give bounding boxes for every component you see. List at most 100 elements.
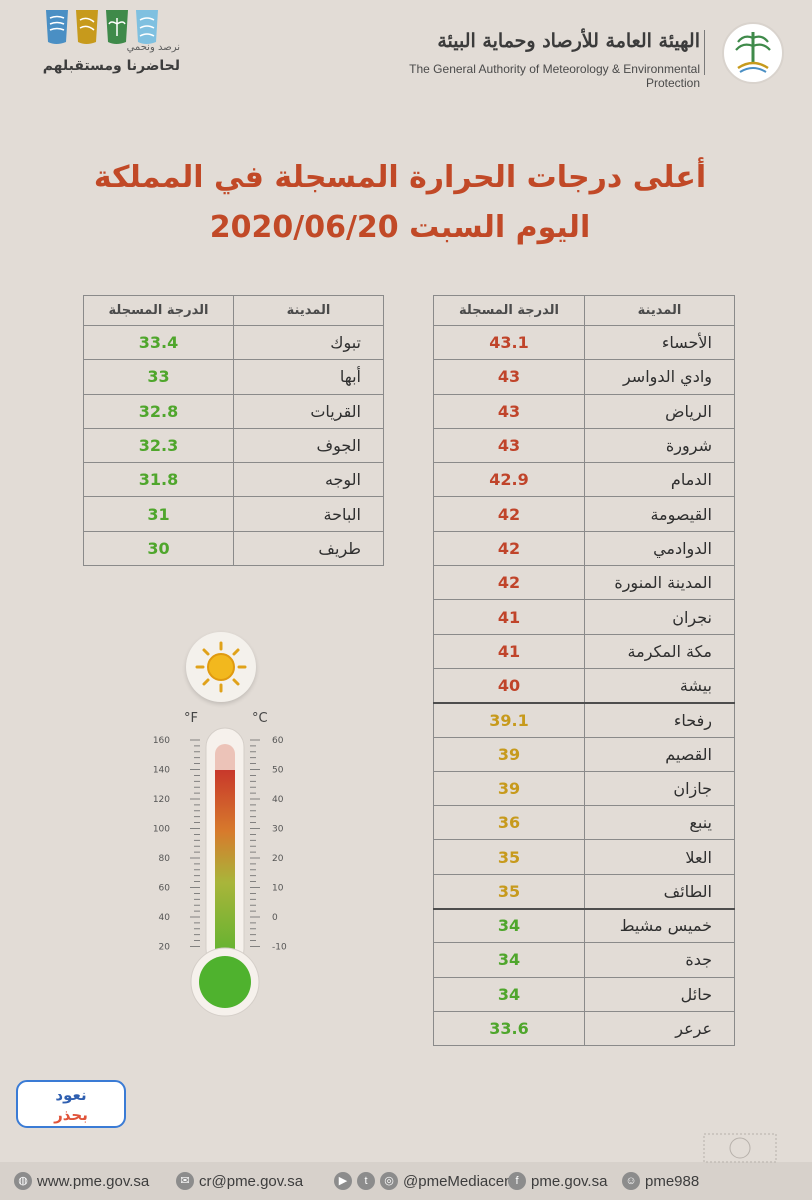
- fahrenheit-tick-label: 120: [153, 795, 170, 805]
- city-name: المدينة المنورة: [584, 565, 735, 601]
- temperature-value: 31.8: [83, 462, 234, 498]
- city-name: شرورة: [584, 427, 735, 464]
- slogan-main: لحاضرنا ومستقبلهم: [42, 58, 180, 74]
- table-row: 39.1 رفحاء: [433, 701, 735, 738]
- table-row: 42 القيصومة: [433, 496, 735, 532]
- table-row: 43 الرياض: [433, 393, 735, 429]
- fahrenheit-tick-label: 20: [159, 943, 171, 953]
- column-header-temp: الدرجة المسجلة: [433, 295, 585, 326]
- sun-icon: [195, 641, 247, 693]
- globe-icon: ◍: [14, 1172, 32, 1190]
- city-name: بيشة: [584, 667, 735, 704]
- city-name: خميس مشيط: [584, 907, 735, 944]
- column-header-city: المدينة: [233, 295, 384, 326]
- celsius-tick-label: 30: [272, 825, 284, 835]
- temperature-value: 39.1: [433, 701, 585, 738]
- table-row: 32.8 القريات: [83, 393, 384, 429]
- celsius-tick-label: 20: [272, 854, 284, 864]
- city-name: الأحساء: [584, 324, 735, 361]
- city-name: أبها: [233, 359, 384, 395]
- temperature-value: 33.4: [83, 324, 234, 361]
- city-name: جازان: [584, 770, 735, 807]
- temperature-value: 42: [433, 530, 585, 567]
- header-divider: [704, 30, 705, 75]
- table-row: 33.6 عرعر: [433, 1010, 735, 1047]
- celsius-tick-label: 40: [272, 795, 284, 805]
- column-header-temp: الدرجة المسجلة: [83, 295, 234, 326]
- temperature-value: 42: [433, 496, 585, 532]
- temperature-table-secondary: الدرجة المسجلة المدينة 33.4 تبوك 33 أبها 32.…: [83, 295, 384, 567]
- temperature-value: 40: [433, 667, 585, 704]
- table-row: 43 وادي الدواسر: [433, 359, 735, 395]
- table-row: 39 القصيم: [433, 736, 735, 772]
- footer-website-text: www.pme.gov.sa: [37, 1172, 150, 1190]
- fahrenheit-tick-label: 40: [159, 913, 171, 923]
- celsius-tick-label: 60: [272, 736, 284, 746]
- fahrenheit-label: °F: [184, 711, 198, 726]
- footer-facebook-text: pme.gov.sa: [531, 1172, 608, 1190]
- fahrenheit-tick-label: 80: [159, 854, 171, 864]
- temperature-value: 43: [433, 359, 585, 395]
- table-row: 43.1 الأحساء: [433, 324, 735, 361]
- table-row: 41 مكة المكرمة: [433, 633, 735, 669]
- temperature-value: 34: [433, 942, 585, 978]
- page-subtitle-date: اليوم السبت 2020/06/20: [209, 210, 591, 245]
- city-name: الباحة: [233, 496, 384, 532]
- pme-logo: [722, 22, 784, 84]
- table-row: 41 نجران: [433, 599, 735, 635]
- city-name: الطائف: [584, 873, 735, 910]
- table-row: 42 المدينة المنورة: [433, 565, 735, 601]
- city-name: رفحاء: [584, 701, 735, 738]
- org-name-english: The General Authority of Meteorology & E…: [409, 62, 700, 90]
- table-row: 39 جازان: [433, 770, 735, 807]
- table-row: 30 طريف: [83, 530, 384, 567]
- footer-facebook[interactable]: f pme.gov.sa: [508, 1172, 607, 1190]
- temperature-value: 39: [433, 736, 585, 772]
- footer-email-text: cr@pme.gov.sa: [199, 1172, 304, 1190]
- fahrenheit-tick-label: 100: [153, 825, 170, 835]
- city-name: عرعر: [584, 1010, 735, 1047]
- youtube-icon: ▶: [334, 1172, 352, 1190]
- twitter-icon: t: [357, 1172, 375, 1190]
- table-row: 43 شرورة: [433, 427, 735, 464]
- footer-snapchat[interactable]: ☺ pme988: [622, 1172, 699, 1190]
- org-name-arabic: الهيئة العامة للأرصاد وحماية البيئة: [437, 30, 700, 52]
- temperature-value: 33.6: [433, 1010, 585, 1047]
- footer-social[interactable]: ▶ t ◎ @pmeMediacen: [334, 1172, 512, 1190]
- temperature-value: 36: [433, 805, 585, 841]
- facebook-icon: f: [508, 1172, 526, 1190]
- badge-text-bottom: بحذر: [53, 1106, 88, 1124]
- table-row: 35 العلا: [433, 839, 735, 875]
- instagram-icon: ◎: [380, 1172, 398, 1190]
- table-row: 42 الدوادمي: [433, 530, 735, 567]
- column-header-city: المدينة: [584, 295, 735, 326]
- temperature-value: 34: [433, 907, 585, 944]
- table-row: 36 ينبع: [433, 805, 735, 841]
- city-name: الدوادمي: [584, 530, 735, 567]
- city-name: الوجه: [233, 462, 384, 498]
- temperature-value: 43.1: [433, 324, 585, 361]
- city-name: تبوك: [233, 324, 384, 361]
- temperature-value: 35: [433, 873, 585, 910]
- email-icon: ✉: [176, 1172, 194, 1190]
- city-name: القريات: [233, 393, 384, 429]
- city-name: ينبع: [584, 805, 735, 841]
- table-row: 34 خميس مشيط: [433, 907, 735, 944]
- table-row: 33 أبها: [83, 359, 384, 395]
- page-title: أعلى درجات الحرارة المسجلة في المملكة: [93, 160, 707, 195]
- table-row: 34 جدة: [433, 942, 735, 978]
- city-name: وادي الدواسر: [584, 359, 735, 395]
- temperature-table-main: الدرجة المسجلة المدينة 43.1 الأحساء 43 وادي…: [433, 295, 735, 1047]
- table-row: 31.8 الوجه: [83, 462, 384, 498]
- city-name: جدة: [584, 942, 735, 978]
- footer-email[interactable]: ✉ cr@pme.gov.sa: [176, 1172, 303, 1190]
- temperature-value: 39: [433, 770, 585, 807]
- celsius-tick-label: 0: [272, 913, 278, 923]
- city-name: الدمام: [584, 462, 735, 498]
- city-name: الجوف: [233, 427, 384, 464]
- campaign-badge: نعود بحذر: [16, 1080, 126, 1128]
- footer-snapchat-text: pme988: [645, 1172, 700, 1190]
- footer-website[interactable]: ◍ www.pme.gov.sa: [14, 1172, 149, 1190]
- badge-text-top: نعود: [55, 1086, 86, 1104]
- footer-watermark-logo: [703, 1133, 777, 1163]
